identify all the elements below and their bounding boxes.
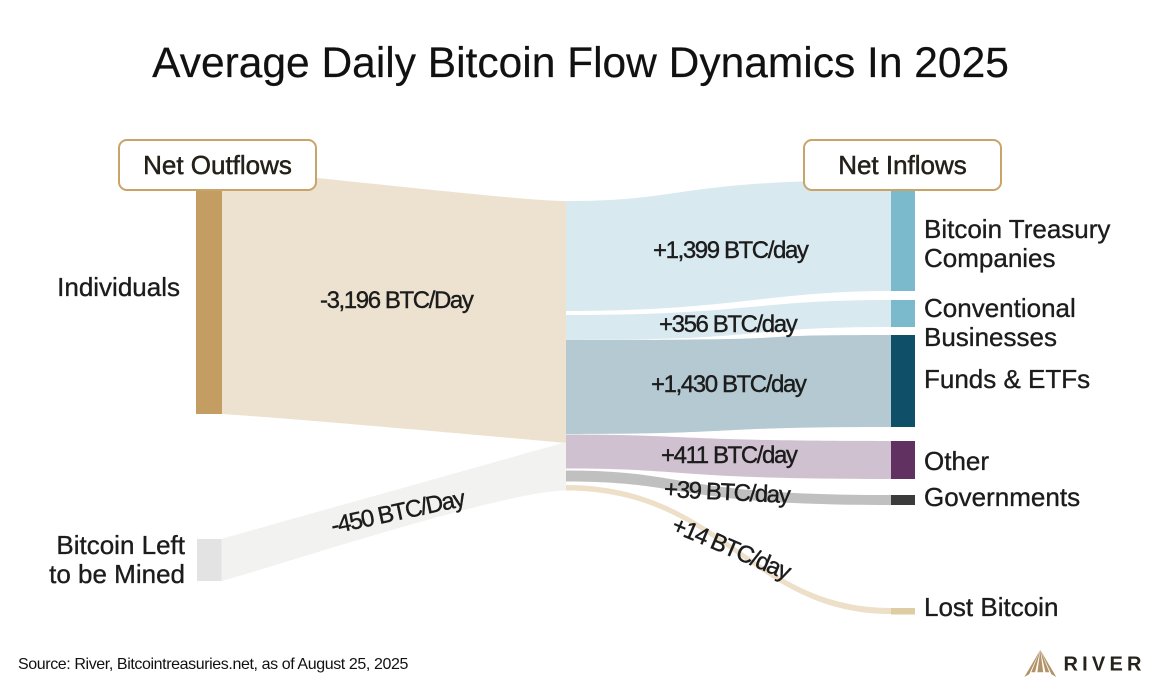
svg-text:RIVER: RIVER <box>1064 653 1146 675</box>
